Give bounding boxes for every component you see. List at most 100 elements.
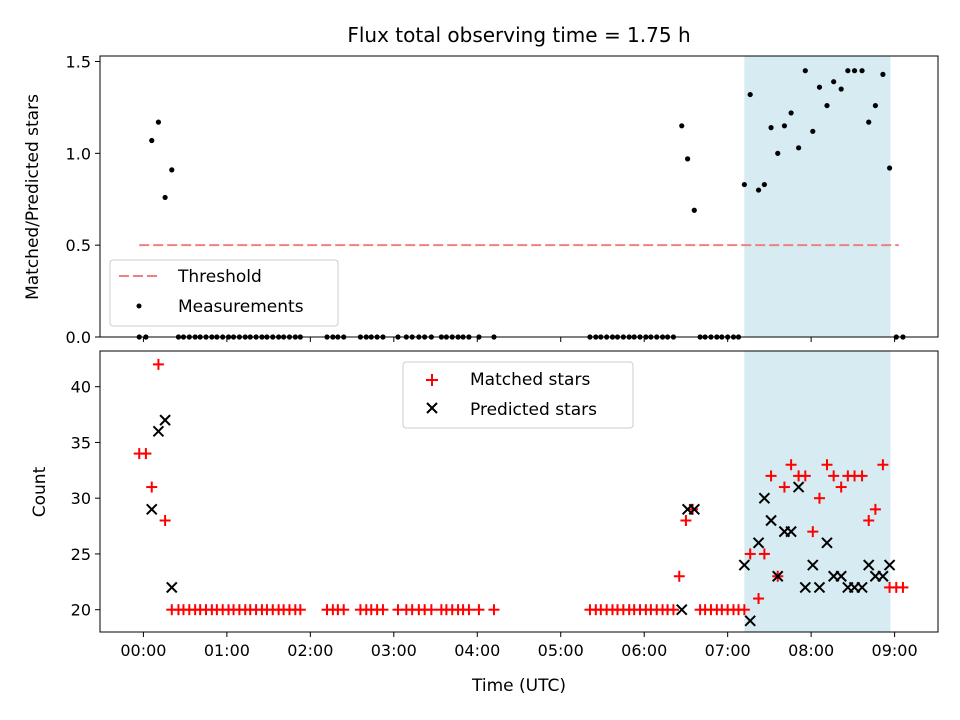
x-tick-label: 08:00 xyxy=(788,641,834,660)
matched-star-point xyxy=(799,470,811,482)
x-tick-label: 01:00 xyxy=(204,641,250,660)
matched-star-point xyxy=(807,526,819,538)
chart-title: Flux total observing time = 1.75 h xyxy=(347,23,690,47)
top-legend-box xyxy=(109,259,339,327)
predicted-star-point xyxy=(772,570,784,582)
measurement-point xyxy=(149,137,155,144)
matched-star-point xyxy=(813,492,825,504)
matched-star-point xyxy=(146,481,158,493)
predicted-star-point xyxy=(863,559,875,571)
measurement-point xyxy=(747,91,753,98)
matched-star-point xyxy=(667,604,679,616)
predicted-star-point xyxy=(146,503,158,516)
measurement-point xyxy=(796,145,802,151)
x-tick-label: 09:00 xyxy=(872,641,918,660)
measurement-point xyxy=(816,84,823,90)
predicted-star-point xyxy=(799,581,811,594)
bottom-x-axis-ticks: 00:00 01:00 02:00 03:00 04:00 05:00 06:00 07:00… xyxy=(120,632,918,660)
measurement-point xyxy=(831,79,837,85)
y-tick-label: 20 xyxy=(71,601,91,620)
bottom-axes-frame xyxy=(99,350,939,633)
predicted-star-point xyxy=(785,525,797,538)
matched-star-point xyxy=(425,604,437,616)
predicted-star-point xyxy=(744,615,756,627)
matched-star-point xyxy=(744,548,756,560)
legend-threshold-label: Threshold xyxy=(177,267,262,287)
predicted-star-point xyxy=(676,603,688,616)
measurement-point xyxy=(781,123,788,129)
measurement-point xyxy=(741,181,747,188)
matched-star-point xyxy=(856,470,868,482)
legend-measurements-swatch xyxy=(136,303,142,309)
y-tick-label: 0.5 xyxy=(66,236,91,255)
predicted-star-point xyxy=(765,514,777,527)
predicted-star-point xyxy=(877,570,889,582)
measurement-point xyxy=(775,150,781,156)
top-y-axis-label: Matched/Predicted stars xyxy=(23,94,43,300)
predicted-star-point xyxy=(758,492,771,504)
measurement-point xyxy=(162,194,168,201)
x-tick-label: 07:00 xyxy=(705,641,751,660)
matched-star-point xyxy=(463,604,475,616)
measurement-point xyxy=(866,119,872,125)
measurement-point xyxy=(845,68,851,74)
top-legend: Threshold Measurements xyxy=(109,259,339,327)
measurement-point xyxy=(838,86,844,92)
top-axes-frame xyxy=(99,55,939,338)
measurement-point xyxy=(768,125,774,131)
legend-predicted-swatch xyxy=(426,402,438,414)
predicted-star-point xyxy=(835,570,847,582)
measurement-point xyxy=(880,71,886,77)
y-tick-label: 1.5 xyxy=(66,53,91,72)
matched-star-point xyxy=(828,470,840,482)
matched-star-point xyxy=(778,481,790,493)
matched-star-point xyxy=(680,514,692,526)
legend-matched-swatch xyxy=(426,374,438,386)
matched-stars-points xyxy=(133,358,909,616)
matched-star-point xyxy=(765,470,777,482)
matched-star-point xyxy=(377,604,389,616)
measurement-point xyxy=(755,187,762,193)
measurement-point xyxy=(859,68,865,74)
y-tick-label: 25 xyxy=(71,545,91,564)
predicted-star-point xyxy=(159,414,171,426)
matched-star-point xyxy=(863,514,875,526)
predicted-star-point xyxy=(752,537,765,549)
measurement-point xyxy=(886,165,893,171)
bottom-panel: 20 25 30 35 40 00:00 01:00 02:00 03:00 04:00 05:0… xyxy=(30,350,939,696)
measurement-point xyxy=(761,181,767,188)
predicted-star-point xyxy=(821,537,833,549)
x-tick-label: 00:00 xyxy=(120,641,166,660)
measurement-point xyxy=(788,110,794,116)
top-panel: 0.0 0.5 1.0 1.5 Flux total observing time =… xyxy=(23,23,939,347)
measurement-point xyxy=(872,102,879,109)
y-tick-label: 0.0 xyxy=(66,328,91,347)
matched-star-point xyxy=(877,459,889,471)
measurement-point xyxy=(810,128,816,134)
top-y-axis-ticks: 0.0 0.5 1.0 1.5 xyxy=(66,53,100,347)
matched-star-point xyxy=(835,481,847,493)
matched-star-point xyxy=(152,358,164,370)
legend-measurements-label: Measurements xyxy=(178,297,304,317)
x-tick-label: 02:00 xyxy=(287,641,333,660)
measurement-point xyxy=(679,123,685,129)
legend-predicted-label: Predicted stars xyxy=(470,400,597,420)
matched-star-point xyxy=(338,604,350,616)
matched-star-point xyxy=(294,604,306,616)
x-tick-label: 05:00 xyxy=(538,641,584,660)
matched-star-point xyxy=(673,570,685,582)
bottom-y-axis-label: Count xyxy=(30,466,50,517)
measurement-point xyxy=(802,68,808,74)
matched-star-point xyxy=(488,604,500,616)
bottom-legend-box xyxy=(402,361,634,429)
predicted-star-point xyxy=(166,581,178,594)
matched-star-point xyxy=(758,548,770,560)
bottom-legend: Matched stars Predicted stars xyxy=(402,361,634,429)
y-tick-label: 30 xyxy=(71,489,91,508)
top-observing-interval xyxy=(744,56,891,337)
measurement-point xyxy=(155,119,162,125)
matched-star-point xyxy=(785,459,797,471)
predicted-stars-points xyxy=(146,414,896,627)
predicted-star-point xyxy=(856,581,868,594)
